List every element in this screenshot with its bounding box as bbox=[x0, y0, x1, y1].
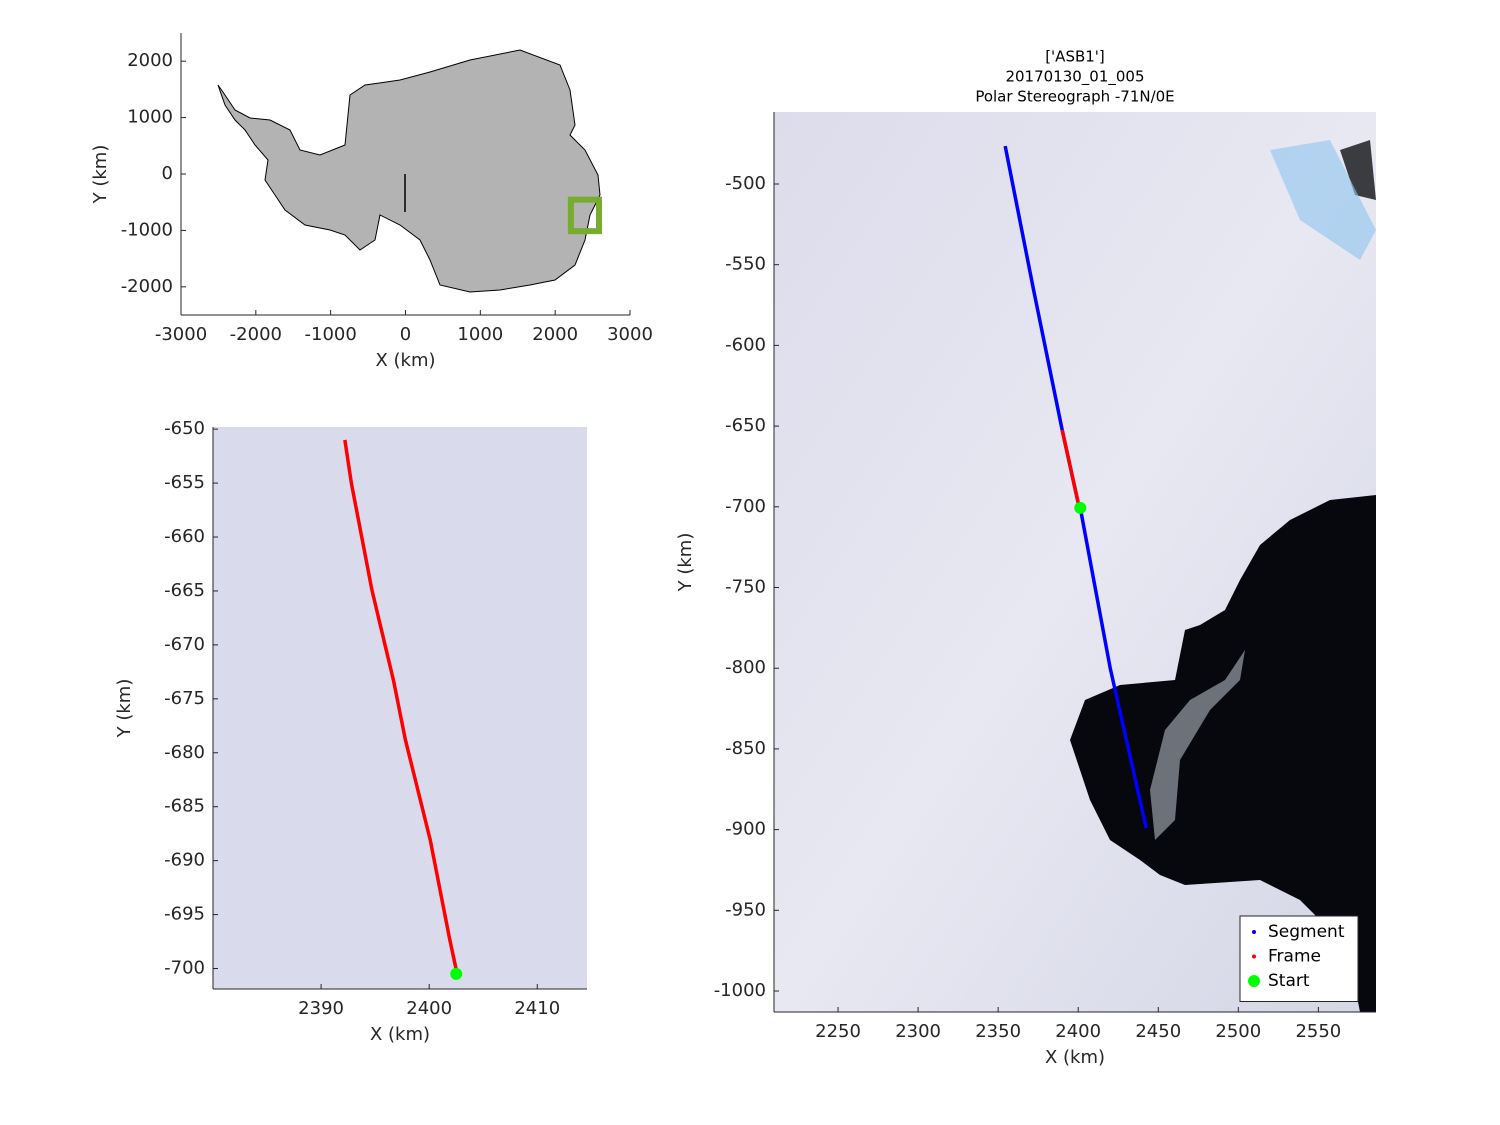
x-tick-label: 2250 bbox=[815, 1021, 861, 1042]
y-tick-label: -850 bbox=[725, 738, 766, 759]
y-tick-label: 2000 bbox=[127, 50, 173, 71]
melt bbox=[1270, 140, 1376, 260]
x-tick-label: 2500 bbox=[1215, 1021, 1261, 1042]
legend-marker bbox=[1252, 954, 1256, 959]
chart-title: Polar Stereograph -71N/0E bbox=[975, 88, 1174, 106]
y-tick-label: -700 bbox=[725, 496, 766, 517]
y-tick-label: -655 bbox=[164, 472, 205, 493]
x-tick-label: 2000 bbox=[532, 324, 578, 345]
y-tick-label: -695 bbox=[164, 904, 205, 925]
x-tick-label: 2450 bbox=[1135, 1021, 1181, 1042]
x-axis-label: X (km) bbox=[1045, 1047, 1105, 1068]
y-tick-label: -685 bbox=[164, 796, 205, 817]
y-tick-label: -670 bbox=[164, 634, 205, 655]
legend-box bbox=[1239, 915, 1359, 1002]
y-tick-label: 1000 bbox=[127, 107, 173, 128]
y-tick-label: -750 bbox=[725, 577, 766, 598]
chart-title: ['ASB1'] bbox=[1045, 48, 1105, 66]
y-tick-label: -1000 bbox=[714, 980, 766, 1001]
x-tick-label: 2390 bbox=[298, 998, 344, 1019]
y-tick-label: 0 bbox=[162, 163, 173, 184]
ocean bbox=[1070, 495, 1376, 1012]
x-tick-label: 1000 bbox=[457, 324, 503, 345]
legend-label: Segment bbox=[1268, 922, 1345, 942]
rock bbox=[1340, 140, 1376, 200]
y-tick-label: -675 bbox=[164, 688, 205, 709]
start-marker bbox=[450, 967, 463, 980]
x-axis-label: X (km) bbox=[370, 1024, 430, 1045]
y-tick-label: -550 bbox=[725, 254, 766, 275]
start-marker bbox=[1074, 501, 1087, 514]
y-tick-label: -650 bbox=[725, 415, 766, 436]
x-tick-label: -3000 bbox=[155, 324, 207, 345]
y-tick-label: -800 bbox=[725, 657, 766, 678]
y-tick-label: -650 bbox=[164, 418, 205, 439]
y-tick-label: -700 bbox=[164, 958, 205, 979]
legend-label: Frame bbox=[1268, 947, 1321, 967]
x-axis-label: X (km) bbox=[375, 350, 435, 371]
x-tick-label: 3000 bbox=[607, 324, 653, 345]
legend-marker bbox=[1248, 975, 1260, 987]
track bbox=[1060, 429, 1080, 504]
y-tick-label: -900 bbox=[725, 819, 766, 840]
y-tick-label: -500 bbox=[725, 173, 766, 194]
x-tick-label: 2300 bbox=[895, 1021, 941, 1042]
x-tick-label: 2350 bbox=[975, 1021, 1021, 1042]
x-tick-label: 2410 bbox=[514, 998, 560, 1019]
legend-marker bbox=[1252, 930, 1256, 934]
legend-label: Start bbox=[1268, 971, 1310, 991]
x-tick-label: 2550 bbox=[1295, 1021, 1341, 1042]
y-tick-label: -600 bbox=[725, 334, 766, 355]
y-axis-label: Y (km) bbox=[90, 145, 111, 205]
y-tick-label: -690 bbox=[164, 850, 205, 871]
track bbox=[343, 439, 458, 970]
chart-title: 20170130_01_005 bbox=[1005, 68, 1144, 87]
y-tick-label: -950 bbox=[725, 899, 766, 920]
y-tick-label: -2000 bbox=[121, 276, 173, 297]
x-tick-label: 0 bbox=[400, 324, 411, 345]
extent-box bbox=[567, 196, 603, 235]
y-tick-label: -660 bbox=[164, 526, 205, 547]
x-tick-label: -1000 bbox=[305, 324, 357, 345]
y-tick-label: -665 bbox=[164, 580, 205, 601]
y-axis-label: Y (km) bbox=[675, 533, 696, 593]
antarctica bbox=[217, 49, 601, 293]
x-tick-label: 2400 bbox=[1055, 1021, 1101, 1042]
x-tick-label: -2000 bbox=[230, 324, 282, 345]
sea-ice bbox=[1150, 650, 1245, 840]
x-tick-label: 2400 bbox=[406, 998, 452, 1019]
y-axis-label: Y (km) bbox=[114, 679, 135, 739]
y-tick-label: -1000 bbox=[121, 219, 173, 240]
y-tick-label: -680 bbox=[164, 742, 205, 763]
